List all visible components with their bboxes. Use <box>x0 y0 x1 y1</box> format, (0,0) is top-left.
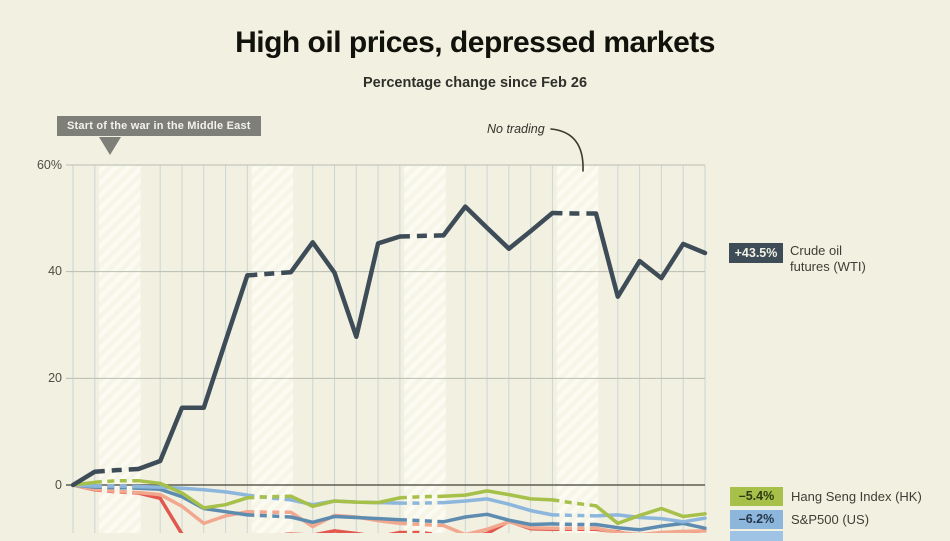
y-tick-0: 0 <box>55 478 62 492</box>
y-tick-60: 60% <box>36 158 62 172</box>
crude-oil-legend-line1: Crude oil <box>790 243 843 258</box>
crude-oil-legend-label: Crude oil futures (WTI) <box>790 243 866 274</box>
hang-seng-legend-label: Hang Seng Index (HK) <box>791 489 922 504</box>
crude-oil-value-badge: +43.5% <box>729 243 783 263</box>
sp500-value-badge: –6.2% <box>730 510 783 529</box>
sp500-legend-label: S&P500 (US) <box>791 512 870 527</box>
hang-seng-value-badge: –5.4% <box>730 487 783 506</box>
war-annotation-box: Start of the war in the Middle East <box>57 116 261 136</box>
crude-oil-legend-line2: futures (WTI) <box>790 258 866 274</box>
y-tick-20: 20 <box>48 371 62 385</box>
war-pointer-triangle-icon <box>99 137 121 155</box>
no-trading-annotation: No trading <box>487 122 545 136</box>
y-tick-40: 40 <box>48 264 62 278</box>
page-subtitle: Percentage change since Feb 26 <box>362 75 588 91</box>
page-title: High oil prices, depressed markets <box>235 26 715 59</box>
